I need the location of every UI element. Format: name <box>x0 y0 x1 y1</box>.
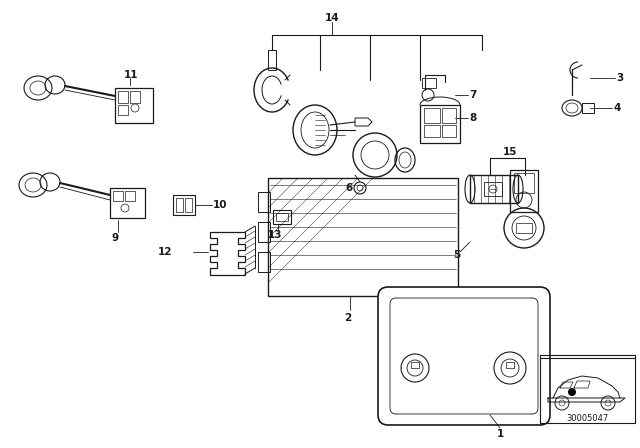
Bar <box>540 355 635 423</box>
FancyBboxPatch shape <box>378 287 550 425</box>
Bar <box>424 108 440 123</box>
Bar <box>276 213 288 221</box>
Text: 13: 13 <box>268 230 282 240</box>
Text: 10: 10 <box>213 200 227 210</box>
Bar <box>510 170 538 212</box>
Bar <box>173 195 195 215</box>
Bar <box>115 88 153 123</box>
Bar <box>442 108 456 123</box>
Bar <box>258 192 270 212</box>
Bar <box>484 182 502 196</box>
Bar <box>273 210 291 224</box>
Text: 3: 3 <box>616 73 623 83</box>
Text: 11: 11 <box>124 70 138 80</box>
Bar <box>420 105 460 143</box>
Text: 7: 7 <box>469 90 476 100</box>
Bar <box>442 125 456 137</box>
Bar <box>130 91 140 103</box>
Bar <box>470 175 518 203</box>
Bar <box>506 362 514 368</box>
Text: 14: 14 <box>324 13 339 23</box>
Bar <box>118 91 128 103</box>
Text: 4: 4 <box>613 103 620 113</box>
Text: 30005047: 30005047 <box>566 414 608 422</box>
Text: 6: 6 <box>345 183 352 193</box>
Text: 1: 1 <box>497 429 504 439</box>
Bar <box>424 125 440 137</box>
Bar <box>268 50 276 70</box>
Circle shape <box>568 388 576 396</box>
Text: 5: 5 <box>453 250 460 260</box>
Bar <box>582 103 594 113</box>
Bar <box>125 191 135 201</box>
Text: 12: 12 <box>158 247 173 257</box>
Bar <box>185 198 192 212</box>
Text: 15: 15 <box>503 147 518 157</box>
Bar <box>258 222 270 242</box>
Bar <box>110 188 145 218</box>
Text: 8: 8 <box>469 113 476 123</box>
Bar <box>113 191 123 201</box>
Bar <box>411 362 419 368</box>
Bar <box>176 198 183 212</box>
Bar <box>516 223 532 233</box>
Bar <box>268 178 458 296</box>
Text: 2: 2 <box>344 313 351 323</box>
Text: 9: 9 <box>111 233 118 243</box>
Bar <box>422 78 436 88</box>
Bar <box>514 173 534 193</box>
Bar <box>118 105 128 115</box>
Bar <box>258 252 270 272</box>
